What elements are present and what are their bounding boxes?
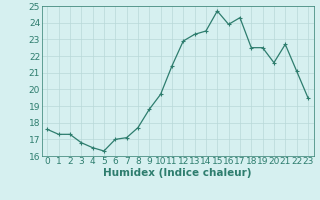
X-axis label: Humidex (Indice chaleur): Humidex (Indice chaleur) xyxy=(103,168,252,178)
